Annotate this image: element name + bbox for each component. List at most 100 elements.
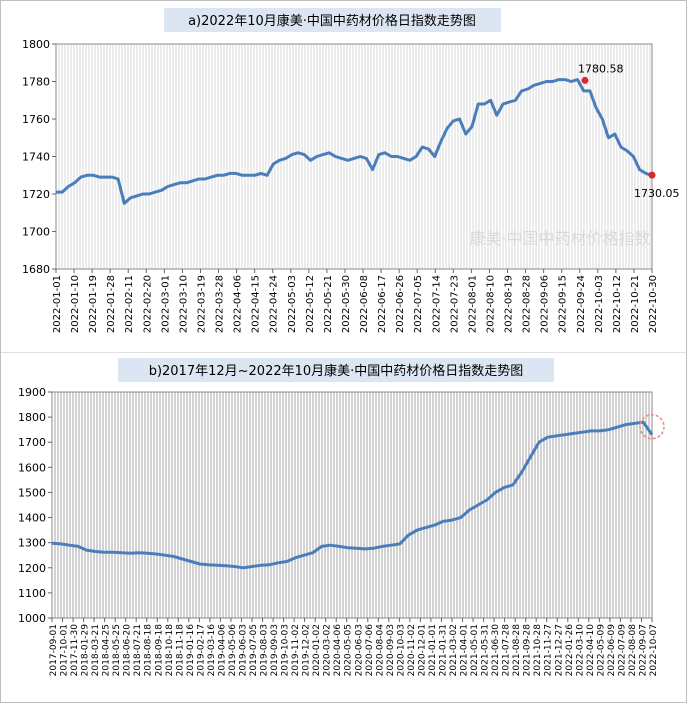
x-tick-label: 2021-12-27 bbox=[554, 624, 564, 676]
x-tick-label: 2022-04-06 bbox=[233, 275, 244, 333]
x-tick-label: 2019-02-17 bbox=[196, 624, 206, 676]
x-tick-label: 2022-09-07 bbox=[638, 624, 648, 676]
x-tick-label: 2018-09-18 bbox=[154, 624, 164, 677]
point-marker-peak bbox=[581, 76, 589, 84]
x-tick-label: 2022-09-15 bbox=[558, 275, 569, 333]
x-tick-label: 2021-01-31 bbox=[438, 624, 448, 676]
x-tick-label: 2019-07-05 bbox=[249, 624, 259, 676]
x-tick-label: 2022-03-10 bbox=[575, 624, 585, 677]
y-tick-label: 1400 bbox=[18, 512, 46, 525]
y-tick-label: 1700 bbox=[18, 436, 46, 449]
y-tick-label: 1000 bbox=[18, 612, 46, 625]
x-tick-label: 2021-05-31 bbox=[481, 624, 491, 676]
x-tick-label: 2022-05-09 bbox=[596, 624, 606, 677]
y-tick-label: 1760 bbox=[22, 113, 50, 126]
x-tick-label: 2022-05-21 bbox=[323, 275, 334, 333]
x-tick-label: 2022-07-14 bbox=[431, 275, 442, 333]
x-tick-label: 2022-02-20 bbox=[142, 275, 153, 333]
x-tick-label: 2018-06-20 bbox=[123, 624, 133, 677]
x-tick-label: 2017-09-01 bbox=[49, 624, 59, 676]
x-tick-label: 2019-12-02 bbox=[302, 624, 312, 676]
x-tick-label: 2021-10-28 bbox=[533, 624, 543, 677]
x-tick-label: 2022-06-26 bbox=[395, 275, 406, 333]
x-tick-label: 2022-01-26 bbox=[565, 624, 575, 677]
y-tick-label: 1780 bbox=[22, 76, 50, 89]
x-tick-label: 2020-01-02 bbox=[312, 624, 322, 676]
x-tick-label: 2022-04-10 bbox=[586, 624, 596, 677]
x-tick-label: 2021-08-28 bbox=[512, 624, 522, 677]
y-tick-label: 1800 bbox=[18, 411, 46, 424]
x-tick-label: 2022-07-09 bbox=[617, 624, 627, 677]
x-tick-label: 2020-03-02 bbox=[323, 624, 333, 676]
x-tick-label: 2021-04-01 bbox=[460, 624, 470, 676]
x-tick-label: 2022-06-08 bbox=[359, 275, 370, 333]
x-tick-label: 2022-04-24 bbox=[269, 275, 280, 333]
x-tick-label: 2021-11-27 bbox=[544, 624, 554, 676]
chart-b-highlight bbox=[639, 413, 665, 440]
x-tick-label: 2022-08-10 bbox=[485, 275, 496, 333]
x-tick-label: 2018-01-29 bbox=[81, 624, 91, 677]
x-tick-label: 2022-05-30 bbox=[341, 275, 352, 333]
x-tick-label: 2019-05-06 bbox=[228, 624, 238, 677]
x-tick-label: 2022-08-19 bbox=[504, 275, 515, 333]
x-tick-label: 2022-08-01 bbox=[467, 275, 478, 333]
y-tick-label: 1800 bbox=[22, 38, 50, 51]
chart-a-grid bbox=[55, 44, 651, 269]
x-tick-label: 2020-07-06 bbox=[365, 624, 375, 677]
series-line bbox=[56, 78, 653, 205]
x-tick-label: 2022-08-28 bbox=[522, 275, 533, 333]
x-tick-label: 2018-03-21 bbox=[91, 624, 101, 676]
x-tick-label: 2022-06-17 bbox=[377, 275, 388, 333]
x-tick-label: 2017-11-30 bbox=[70, 624, 80, 677]
chart-a-point-labels: 1780.58 1730.05 bbox=[578, 62, 680, 200]
x-tick-label: 2021-05-01 bbox=[470, 624, 480, 676]
y-tick-label: 1900 bbox=[18, 386, 46, 399]
x-tick-label: 2022-03-01 bbox=[160, 275, 171, 333]
y-tick-label: 1200 bbox=[18, 562, 46, 575]
x-tick-label: 2017-10-01 bbox=[60, 624, 70, 676]
x-tick-label: 2020-10-03 bbox=[396, 624, 406, 676]
y-tick-label: 1600 bbox=[18, 461, 46, 474]
x-tick-label: 2019-03-16 bbox=[207, 624, 217, 677]
x-tick-label: 2022-10-03 bbox=[594, 275, 605, 333]
x-tick-label: 2022-07-23 bbox=[449, 275, 460, 333]
chart-a-axes: 1680 1700 1720 1740 1760 1780 1800 2022-01-01 20… bbox=[22, 38, 659, 333]
x-tick-label: 2022-10-07 bbox=[649, 624, 659, 676]
x-tick-label: 2022-07-05 bbox=[413, 275, 424, 333]
x-tick-label: 2022-10-30 bbox=[648, 275, 659, 333]
x-tick-label: 2022-03-28 bbox=[215, 275, 226, 333]
x-tick-label: 2022-03-19 bbox=[196, 275, 207, 333]
chart-b-series bbox=[51, 420, 654, 570]
x-tick-label: 2022-10-21 bbox=[630, 275, 641, 333]
y-tick-label: 1680 bbox=[22, 263, 50, 276]
highlight-circle bbox=[639, 413, 665, 440]
x-tick-label: 2018-07-21 bbox=[133, 624, 143, 676]
x-tick-label: 2019-08-03 bbox=[260, 624, 270, 676]
x-tick-label: 2018-11-18 bbox=[175, 624, 185, 677]
x-tick-label: 2019-10-03 bbox=[281, 624, 291, 676]
x-tick-label: 2022-01-10 bbox=[70, 275, 81, 333]
x-tick-label: 2019-06-03 bbox=[238, 624, 248, 676]
y-tick-label: 1500 bbox=[18, 486, 46, 499]
x-tick-label: 2022-05-03 bbox=[287, 275, 298, 333]
x-tick-label: 2018-04-25 bbox=[102, 624, 112, 676]
x-tick-label: 2021-01-01 bbox=[428, 624, 438, 676]
chart-a: a)2022年10月康美·中国中药材价格日指数走势图 1680170017201… bbox=[22, 8, 680, 333]
x-tick-label: 2020-09-03 bbox=[386, 624, 396, 676]
chart-b-axes: 1000 1100 1200 1300 1400 1500 1600 1700 1800 1900… bbox=[18, 386, 659, 676]
y-tick-label: 1720 bbox=[22, 188, 50, 201]
chart-b: b)2017年12月~2022年10月康美·中国中药材价格日指数走势图 1000… bbox=[0, 352, 687, 676]
x-tick-label: 2022-08-08 bbox=[628, 624, 638, 677]
x-tick-label: 2020-04-06 bbox=[333, 624, 343, 677]
x-tick-label: 2019-09-03 bbox=[270, 624, 280, 676]
x-tick-label: 2020-05-05 bbox=[344, 624, 354, 676]
x-tick-label: 2022-06-09 bbox=[607, 624, 617, 677]
x-tick-label: 2022-01-19 bbox=[88, 275, 99, 333]
x-tick-label: 2021-07-28 bbox=[502, 624, 512, 677]
chart-a-watermark: 康美·中国中药材价格指数 bbox=[469, 229, 650, 248]
x-tick-label: 2018-08-18 bbox=[144, 624, 154, 677]
x-tick-label: 2020-11-02 bbox=[407, 624, 417, 676]
x-tick-label: 2022-01-28 bbox=[106, 275, 117, 333]
chart-b-title: b)2017年12月~2022年10月康美·中国中药材价格日指数走势图 bbox=[149, 363, 524, 379]
y-tick-label: 1740 bbox=[22, 151, 50, 164]
